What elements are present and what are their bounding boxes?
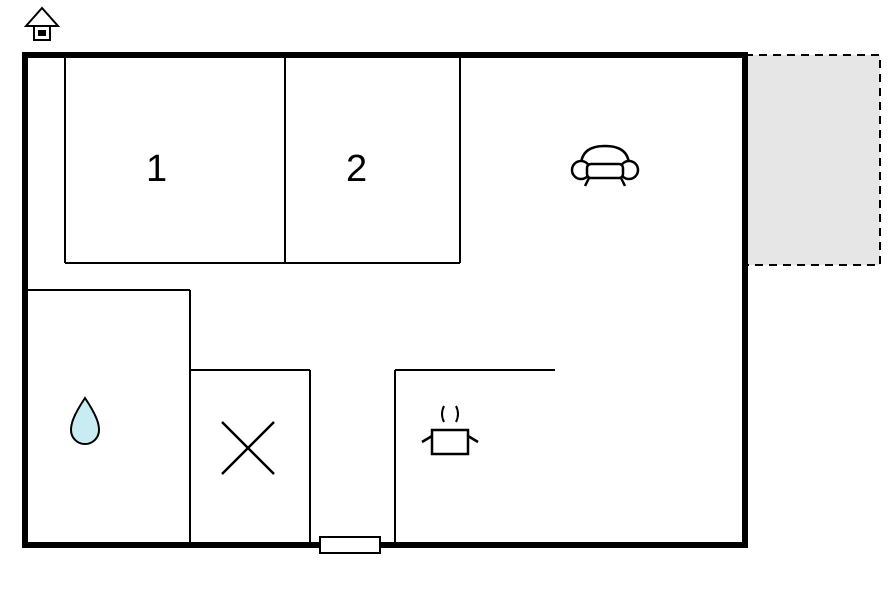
room-1-label: 1 [146, 148, 167, 191]
floor-plan [0, 0, 896, 597]
sofa-icon [572, 146, 638, 186]
cooking-pot-icon [422, 406, 478, 454]
water-drop-icon [71, 398, 99, 444]
orientation-icon [26, 8, 58, 40]
storage-x-icon [222, 422, 274, 474]
room-2-label: 2 [346, 148, 367, 191]
